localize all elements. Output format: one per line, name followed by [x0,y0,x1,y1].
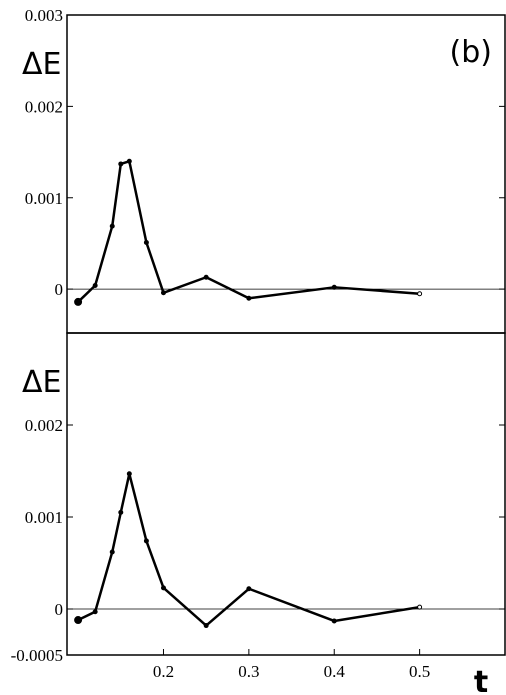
y-tick-label: 0.002 [25,97,63,116]
x-tick-label: 0.2 [153,662,174,681]
x-tick-label: 0.3 [238,662,259,681]
data-point [109,223,115,229]
y-tick-label: -0.0005 [11,646,63,665]
x-tick-label: 0.4 [324,662,346,681]
data-point [74,297,83,306]
data-point [246,295,252,301]
panel-label: (b) [450,35,492,70]
x-tick-label: 0.5 [409,662,430,681]
data-line [77,472,420,627]
data-point [331,284,337,290]
y-axis-label: ΔE [22,365,61,400]
y-tick-label: 0 [55,280,64,299]
data-point [92,609,98,615]
y-tick-label: 0 [55,600,64,619]
data-point [126,471,132,477]
data-point [109,549,115,555]
y-tick-label: 0.002 [25,416,63,435]
data-point [417,291,423,297]
x-axis-label: t [474,665,488,695]
data-point [203,623,209,629]
data-point [203,274,209,280]
data-point [160,290,166,296]
data-point [118,161,124,167]
data-point [246,586,252,592]
data-line [77,159,420,303]
data-point [126,158,132,164]
data-point [118,509,124,515]
y-tick-label: 0.001 [25,508,63,527]
data-point [417,604,423,610]
data-point [92,282,98,288]
data-point [160,585,166,591]
y-axis-label: ΔE [22,47,61,82]
data-point [74,616,83,625]
y-tick-label: 0.001 [25,189,63,208]
data-point [331,618,337,624]
data-point [143,538,149,544]
y-tick-label: 0.003 [25,6,63,25]
plot-frame [66,332,506,656]
data-point [143,240,149,246]
